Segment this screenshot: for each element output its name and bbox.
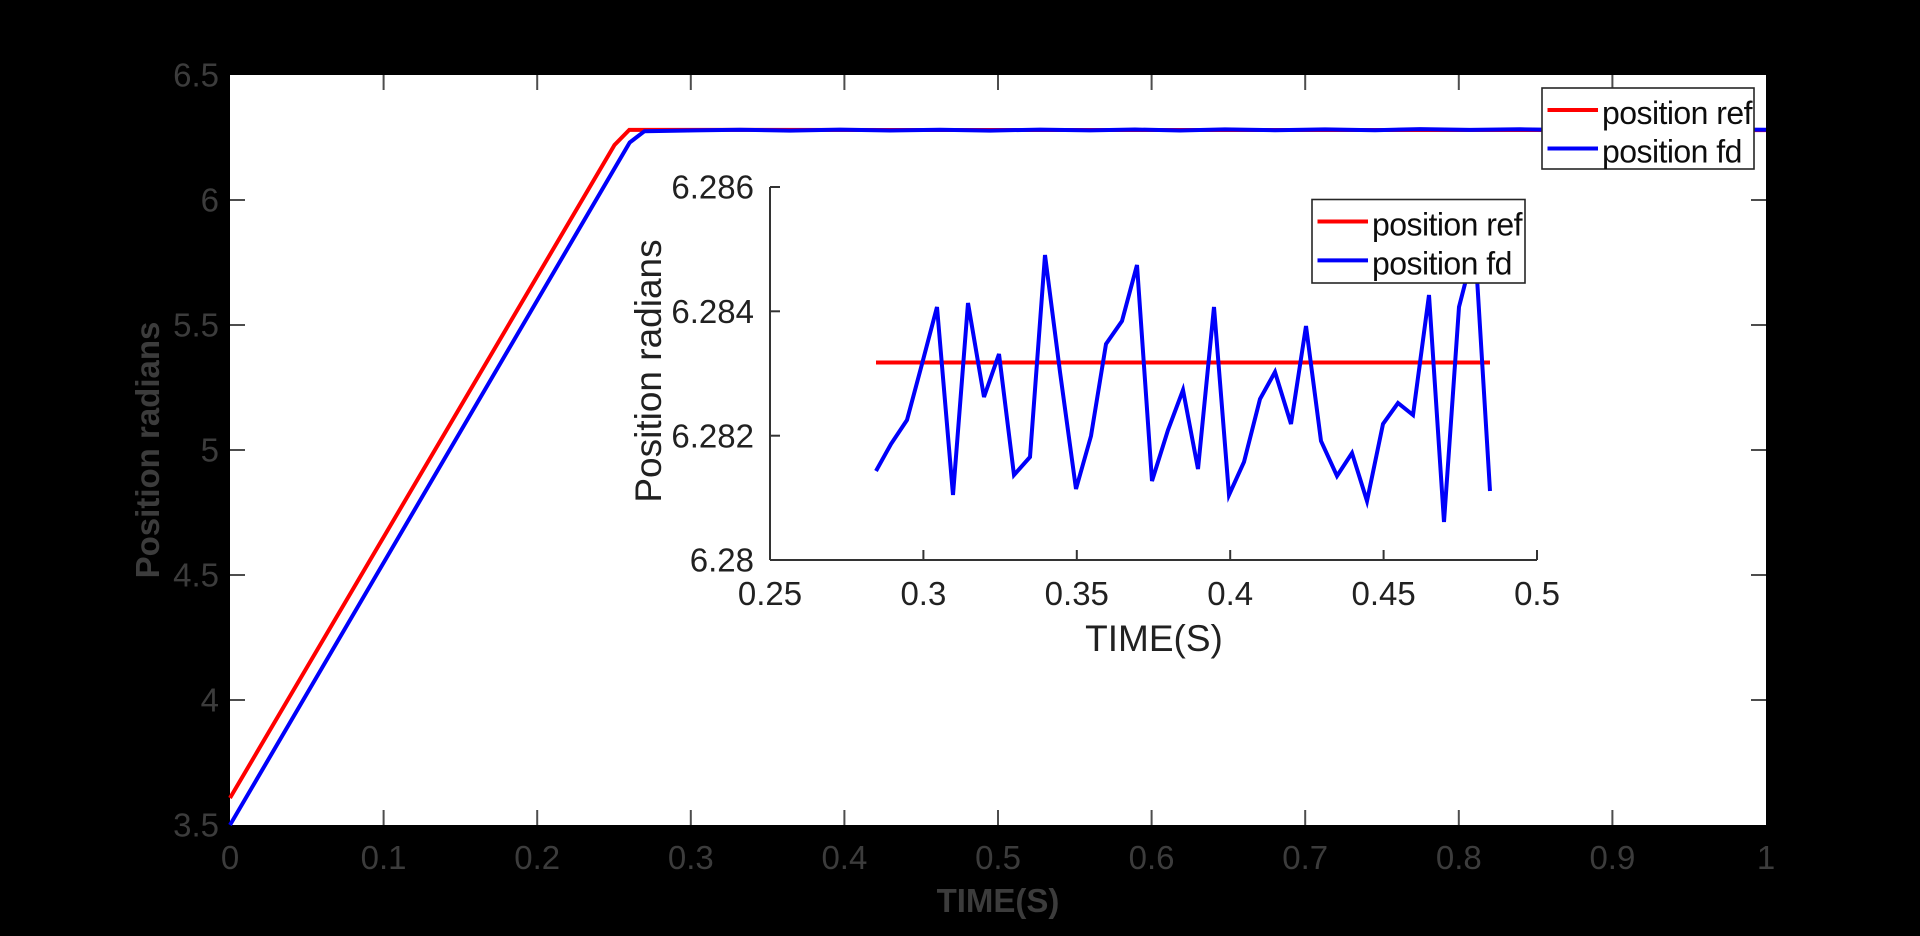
svg-text:0.4: 0.4 [1207,575,1253,612]
svg-text:0.6: 0.6 [1129,839,1175,876]
svg-text:TIME(S): TIME(S) [1085,618,1223,659]
svg-text:0: 0 [221,839,239,876]
svg-text:0.35: 0.35 [1045,575,1109,612]
svg-text:5: 5 [201,432,219,469]
svg-text:Position radians: Position radians [628,239,669,502]
svg-text:6.282: 6.282 [671,417,754,454]
svg-text:5.5: 5.5 [173,307,219,344]
svg-text:0.8: 0.8 [1436,839,1482,876]
svg-text:0.5: 0.5 [1514,575,1560,612]
svg-text:6.28: 6.28 [690,542,754,579]
svg-text:0.9: 0.9 [1589,839,1635,876]
svg-text:0.4: 0.4 [821,839,867,876]
svg-text:6: 6 [201,182,219,219]
svg-text:0.2: 0.2 [514,839,560,876]
svg-text:0.45: 0.45 [1351,575,1415,612]
svg-text:3.5: 3.5 [173,807,219,844]
svg-text:0.3: 0.3 [668,839,714,876]
svg-text:6.284: 6.284 [671,293,754,330]
svg-text:0.3: 0.3 [900,575,946,612]
svg-text:position ref: position ref [1602,95,1753,131]
svg-text:0.7: 0.7 [1282,839,1328,876]
svg-text:1: 1 [1757,839,1775,876]
svg-text:position fd: position fd [1602,134,1742,170]
svg-text:0.25: 0.25 [738,575,802,612]
svg-text:position ref: position ref [1372,207,1523,243]
svg-text:TIME(S): TIME(S) [937,882,1060,919]
svg-text:4.5: 4.5 [173,557,219,594]
svg-text:6.286: 6.286 [671,169,754,206]
svg-text:Position radians: Position radians [129,322,166,579]
svg-text:0.1: 0.1 [361,839,407,876]
svg-text:position fd: position fd [1372,246,1512,282]
svg-text:0.5: 0.5 [975,839,1021,876]
svg-text:6.5: 6.5 [173,57,219,94]
svg-text:4: 4 [201,682,219,719]
